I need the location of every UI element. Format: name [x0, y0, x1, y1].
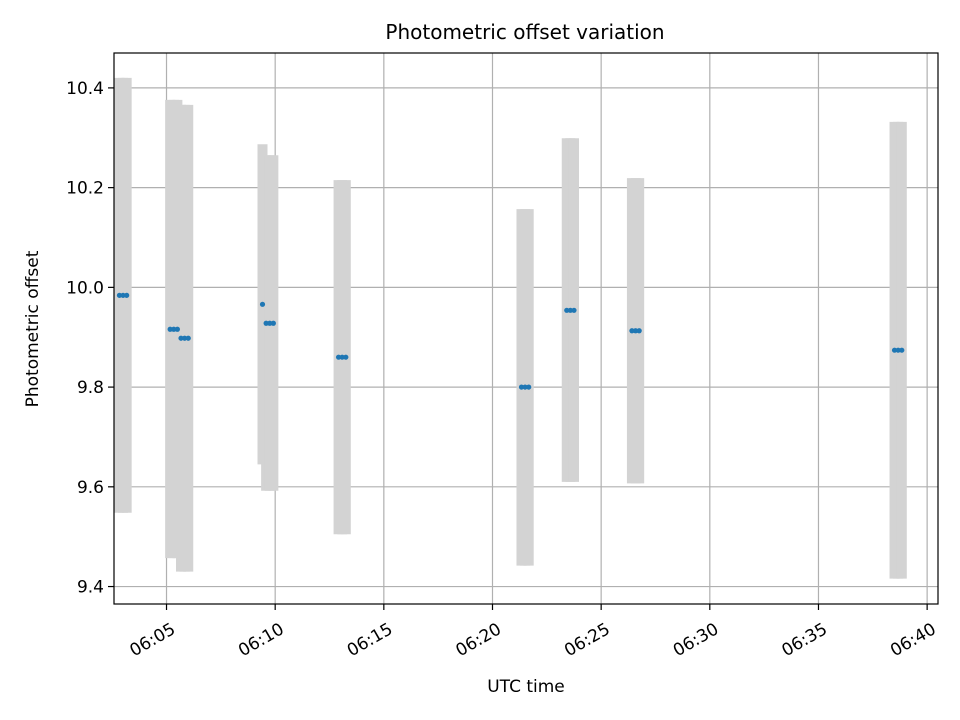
y-tick-label: 9.4	[77, 578, 104, 598]
data-point	[171, 326, 177, 332]
y-tick-label: 10.2	[66, 179, 104, 199]
data-point	[895, 347, 901, 353]
data-point	[185, 335, 191, 341]
y-tick-label: 10.4	[66, 79, 104, 99]
chart-title: Photometric offset variation	[385, 20, 664, 44]
data-point	[567, 307, 573, 313]
data-point	[526, 384, 532, 390]
y-tick-label: 10.0	[66, 278, 104, 298]
data-point	[124, 292, 130, 298]
data-point	[120, 292, 126, 298]
data-point	[564, 307, 570, 313]
x-axis-label: UTC time	[487, 677, 565, 697]
y-axis-ticks: 9.4 9.6 9.8 10.0 10.2 10.4	[66, 79, 114, 598]
data-point	[636, 328, 642, 334]
y-axis-label: Photometric offset	[23, 250, 43, 407]
grid-lines	[114, 53, 938, 604]
data-point	[899, 347, 905, 353]
data-point	[891, 347, 898, 353]
data-point	[178, 335, 184, 341]
data-point	[174, 326, 180, 332]
y-tick-label: 9.6	[77, 478, 104, 498]
data-points	[116, 292, 905, 390]
data-point	[632, 328, 639, 334]
data-point	[335, 354, 342, 360]
data-point	[339, 354, 345, 360]
data-point	[263, 320, 269, 326]
y-tick-label: 9.8	[77, 378, 104, 398]
data-point	[259, 301, 266, 307]
data-point	[518, 384, 525, 390]
data-point	[522, 384, 528, 390]
data-point	[571, 307, 577, 313]
data-point	[629, 328, 635, 334]
data-point	[267, 320, 273, 326]
data-point	[116, 292, 123, 298]
data-point	[167, 326, 173, 332]
plot-frame	[113, 52, 939, 605]
data-point	[343, 354, 349, 360]
data-point	[270, 320, 276, 326]
data-point	[182, 335, 188, 341]
